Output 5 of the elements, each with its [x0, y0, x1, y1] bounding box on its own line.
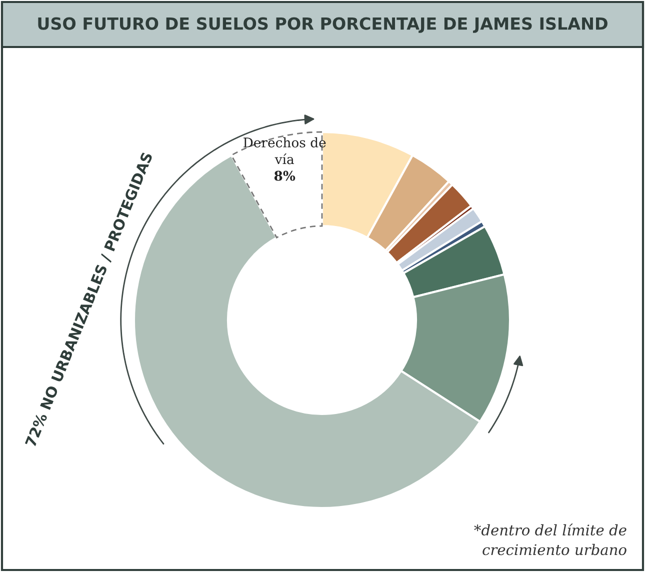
text: *dentro del límite de crecimiento urbano	[474, 524, 626, 556]
donut-slice	[386, 184, 472, 264]
chart-title: USO FUTURO DE SUELOS POR PORCENTAJE DE JAMES ISLAND	[38, 17, 608, 33]
data-label: 8%	[274, 170, 296, 181]
slice-label: Derechos de vía	[244, 137, 326, 164]
